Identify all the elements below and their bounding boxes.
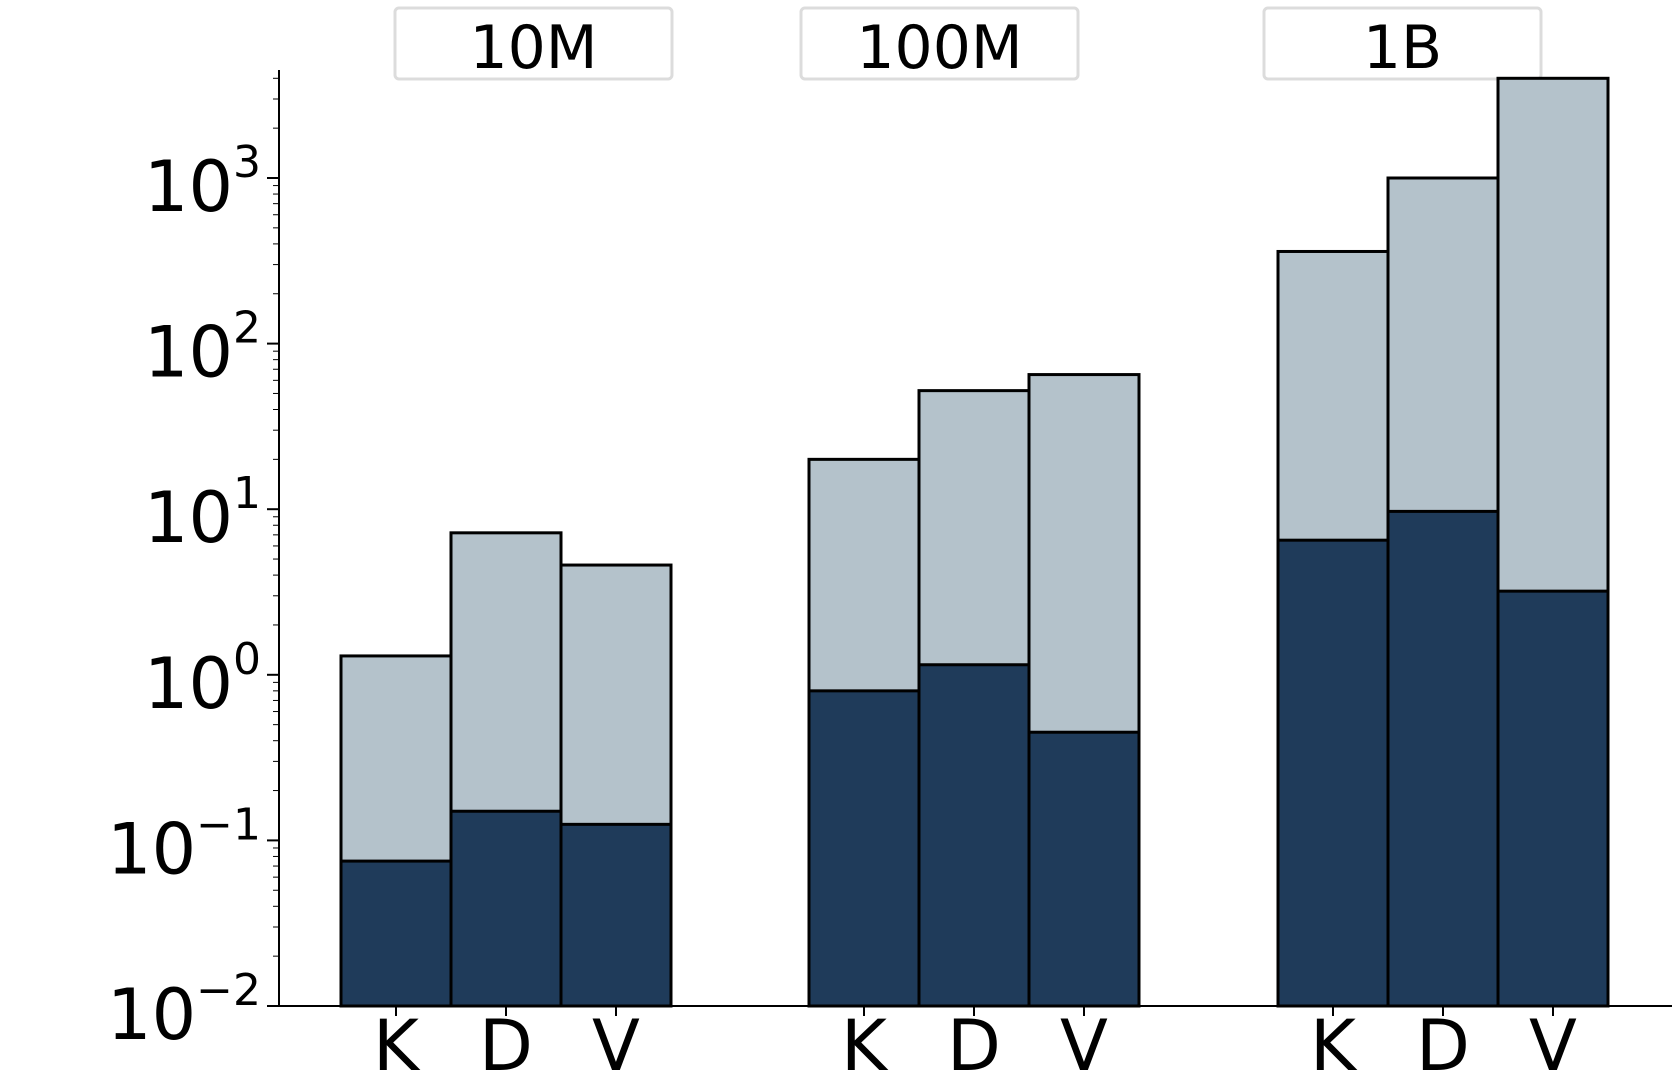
x-tick-label: D bbox=[479, 1005, 533, 1080]
group-title-0: 10M bbox=[469, 13, 597, 83]
y-tick-label: 103 bbox=[144, 137, 261, 228]
y-tick-label: 100 bbox=[144, 634, 261, 725]
x-tick-label: V bbox=[1529, 1005, 1577, 1080]
y-tick-label: 102 bbox=[144, 303, 261, 394]
bar-lower-1B-V bbox=[1496, 589, 1610, 1008]
x-tick-label: K bbox=[1310, 1005, 1358, 1080]
group-title-1: 100M bbox=[856, 13, 1022, 83]
bar-lower-100M-D bbox=[917, 663, 1031, 1008]
bar-lower-10M-K bbox=[339, 859, 453, 1008]
group-title-box bbox=[393, 6, 674, 81]
x-tick-label: D bbox=[947, 1005, 1001, 1080]
group-title-box bbox=[1262, 6, 1543, 81]
x-tick-label: K bbox=[841, 1005, 889, 1080]
bar-lower-1B-K bbox=[1276, 538, 1390, 1008]
bar-lower-100M-V bbox=[1027, 730, 1141, 1008]
x-tick-label: V bbox=[592, 1005, 640, 1080]
group-title-2: 1B bbox=[1363, 13, 1442, 83]
y-tick-label: 10−1 bbox=[107, 799, 261, 890]
x-tick-label: V bbox=[1060, 1005, 1108, 1080]
bar-lower-100M-K bbox=[807, 689, 921, 1008]
y-tick-label: 10−2 bbox=[107, 965, 261, 1056]
x-tick-label: K bbox=[373, 1005, 421, 1080]
bar-lower-10M-V bbox=[559, 822, 673, 1008]
group-titles: 10M 100M 1B bbox=[393, 6, 1543, 83]
y-tick-label: 101 bbox=[144, 468, 261, 559]
bar-lower-10M-D bbox=[449, 809, 563, 1008]
group-title-box bbox=[799, 6, 1080, 81]
bars bbox=[339, 76, 1610, 1008]
bar-lower-1B-D bbox=[1386, 509, 1500, 1008]
x-tick-label: D bbox=[1416, 1005, 1470, 1080]
